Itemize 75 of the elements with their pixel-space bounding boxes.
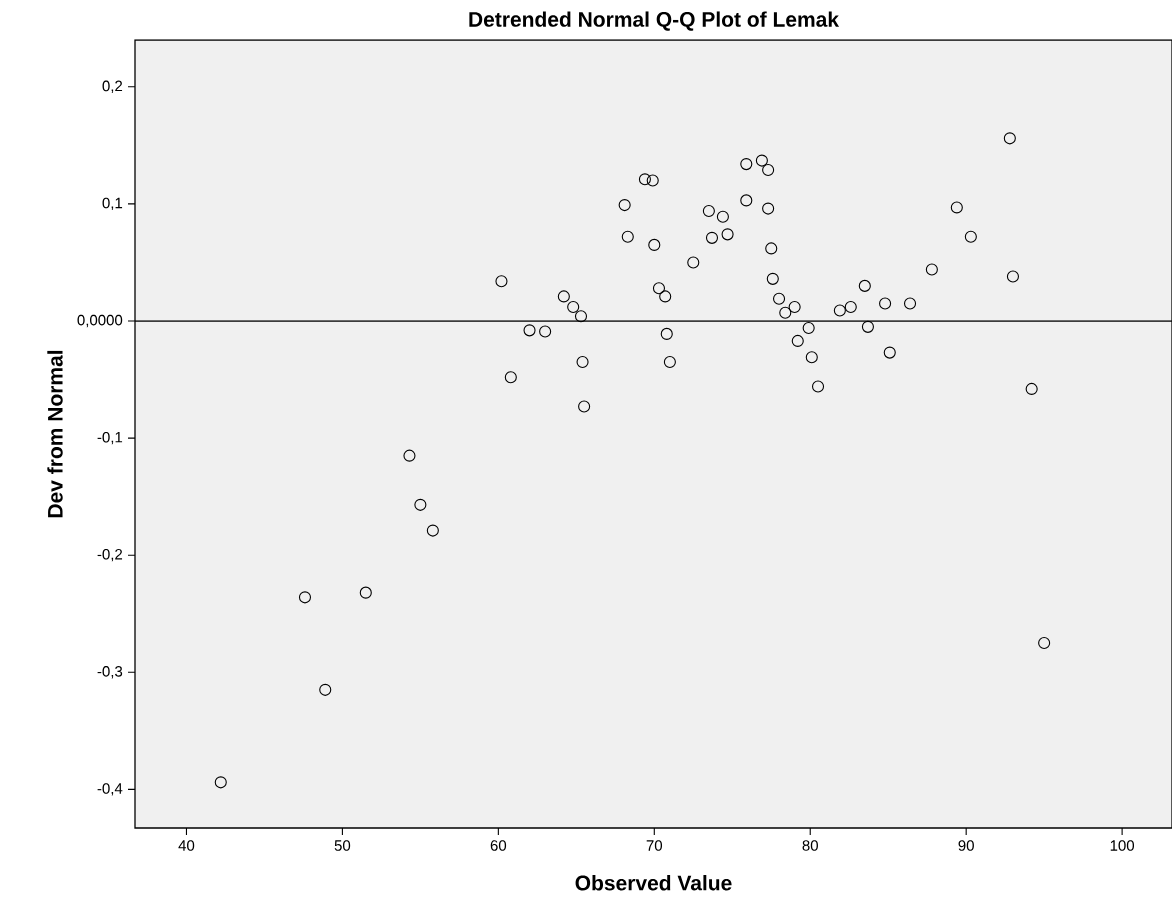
point (721, 228, 734, 241)
point (414, 498, 427, 511)
y-tick-label: 0,0000 (77, 314, 123, 328)
point (319, 683, 332, 696)
point (576, 355, 589, 369)
point (646, 174, 659, 187)
x-tick-label: 80 (802, 840, 818, 851)
point (788, 300, 801, 313)
x-tick-label: 40 (178, 840, 195, 851)
y-tick-label: 0,2 (102, 80, 123, 94)
point (833, 304, 846, 317)
y-tick-label: 0,1 (102, 197, 123, 211)
point (660, 327, 673, 340)
point (740, 158, 753, 171)
point (861, 320, 874, 333)
point (523, 324, 536, 337)
point (504, 371, 517, 384)
point (765, 242, 778, 255)
point (1038, 636, 1051, 650)
point (716, 210, 729, 223)
point (740, 194, 753, 207)
point (1003, 132, 1016, 145)
point (755, 154, 768, 167)
point (426, 524, 439, 537)
point (687, 256, 700, 269)
point (214, 776, 227, 789)
point (578, 400, 591, 413)
point (574, 310, 588, 323)
y-tick-label: -0,2 (97, 548, 123, 562)
point (791, 334, 804, 347)
point (879, 297, 892, 310)
point (618, 199, 631, 212)
point (705, 231, 719, 244)
point (762, 163, 775, 177)
point (539, 325, 552, 338)
x-tick-label: 100 (1110, 840, 1135, 851)
point (950, 201, 963, 214)
point (638, 173, 651, 186)
y-tick-label: -0,4 (97, 783, 123, 796)
point (802, 321, 815, 335)
point (1025, 382, 1038, 395)
point (403, 449, 416, 462)
point (779, 306, 792, 319)
y-tick-label: -0,3 (97, 666, 123, 679)
point (648, 238, 661, 251)
point (858, 279, 871, 292)
point (772, 292, 786, 305)
point (844, 300, 857, 313)
point (925, 263, 938, 276)
point (621, 230, 634, 243)
point (883, 346, 896, 359)
point (663, 355, 676, 369)
point (567, 300, 580, 313)
point (495, 275, 508, 288)
point (903, 297, 917, 310)
point (964, 230, 977, 243)
x-tick-label: 50 (334, 840, 351, 851)
point (811, 380, 825, 393)
y-tick-label: -0,1 (97, 431, 123, 445)
point (805, 351, 818, 364)
chart-title: Detrended Normal Q-Q Plot of Lemak (469, 11, 840, 31)
point (659, 290, 672, 303)
point (762, 202, 775, 215)
x-axis-title: Observed Value (575, 875, 732, 891)
point (298, 591, 312, 604)
x-tick-label: 90 (958, 840, 974, 851)
point (652, 282, 666, 295)
y-axis-title: Dev from Normal (47, 350, 63, 518)
point (557, 290, 570, 303)
x-tick-label: 60 (490, 840, 507, 851)
point (359, 586, 372, 599)
point (766, 272, 779, 285)
point (1006, 270, 1019, 283)
x-tick-label: 70 (646, 840, 663, 851)
point (702, 204, 715, 217)
